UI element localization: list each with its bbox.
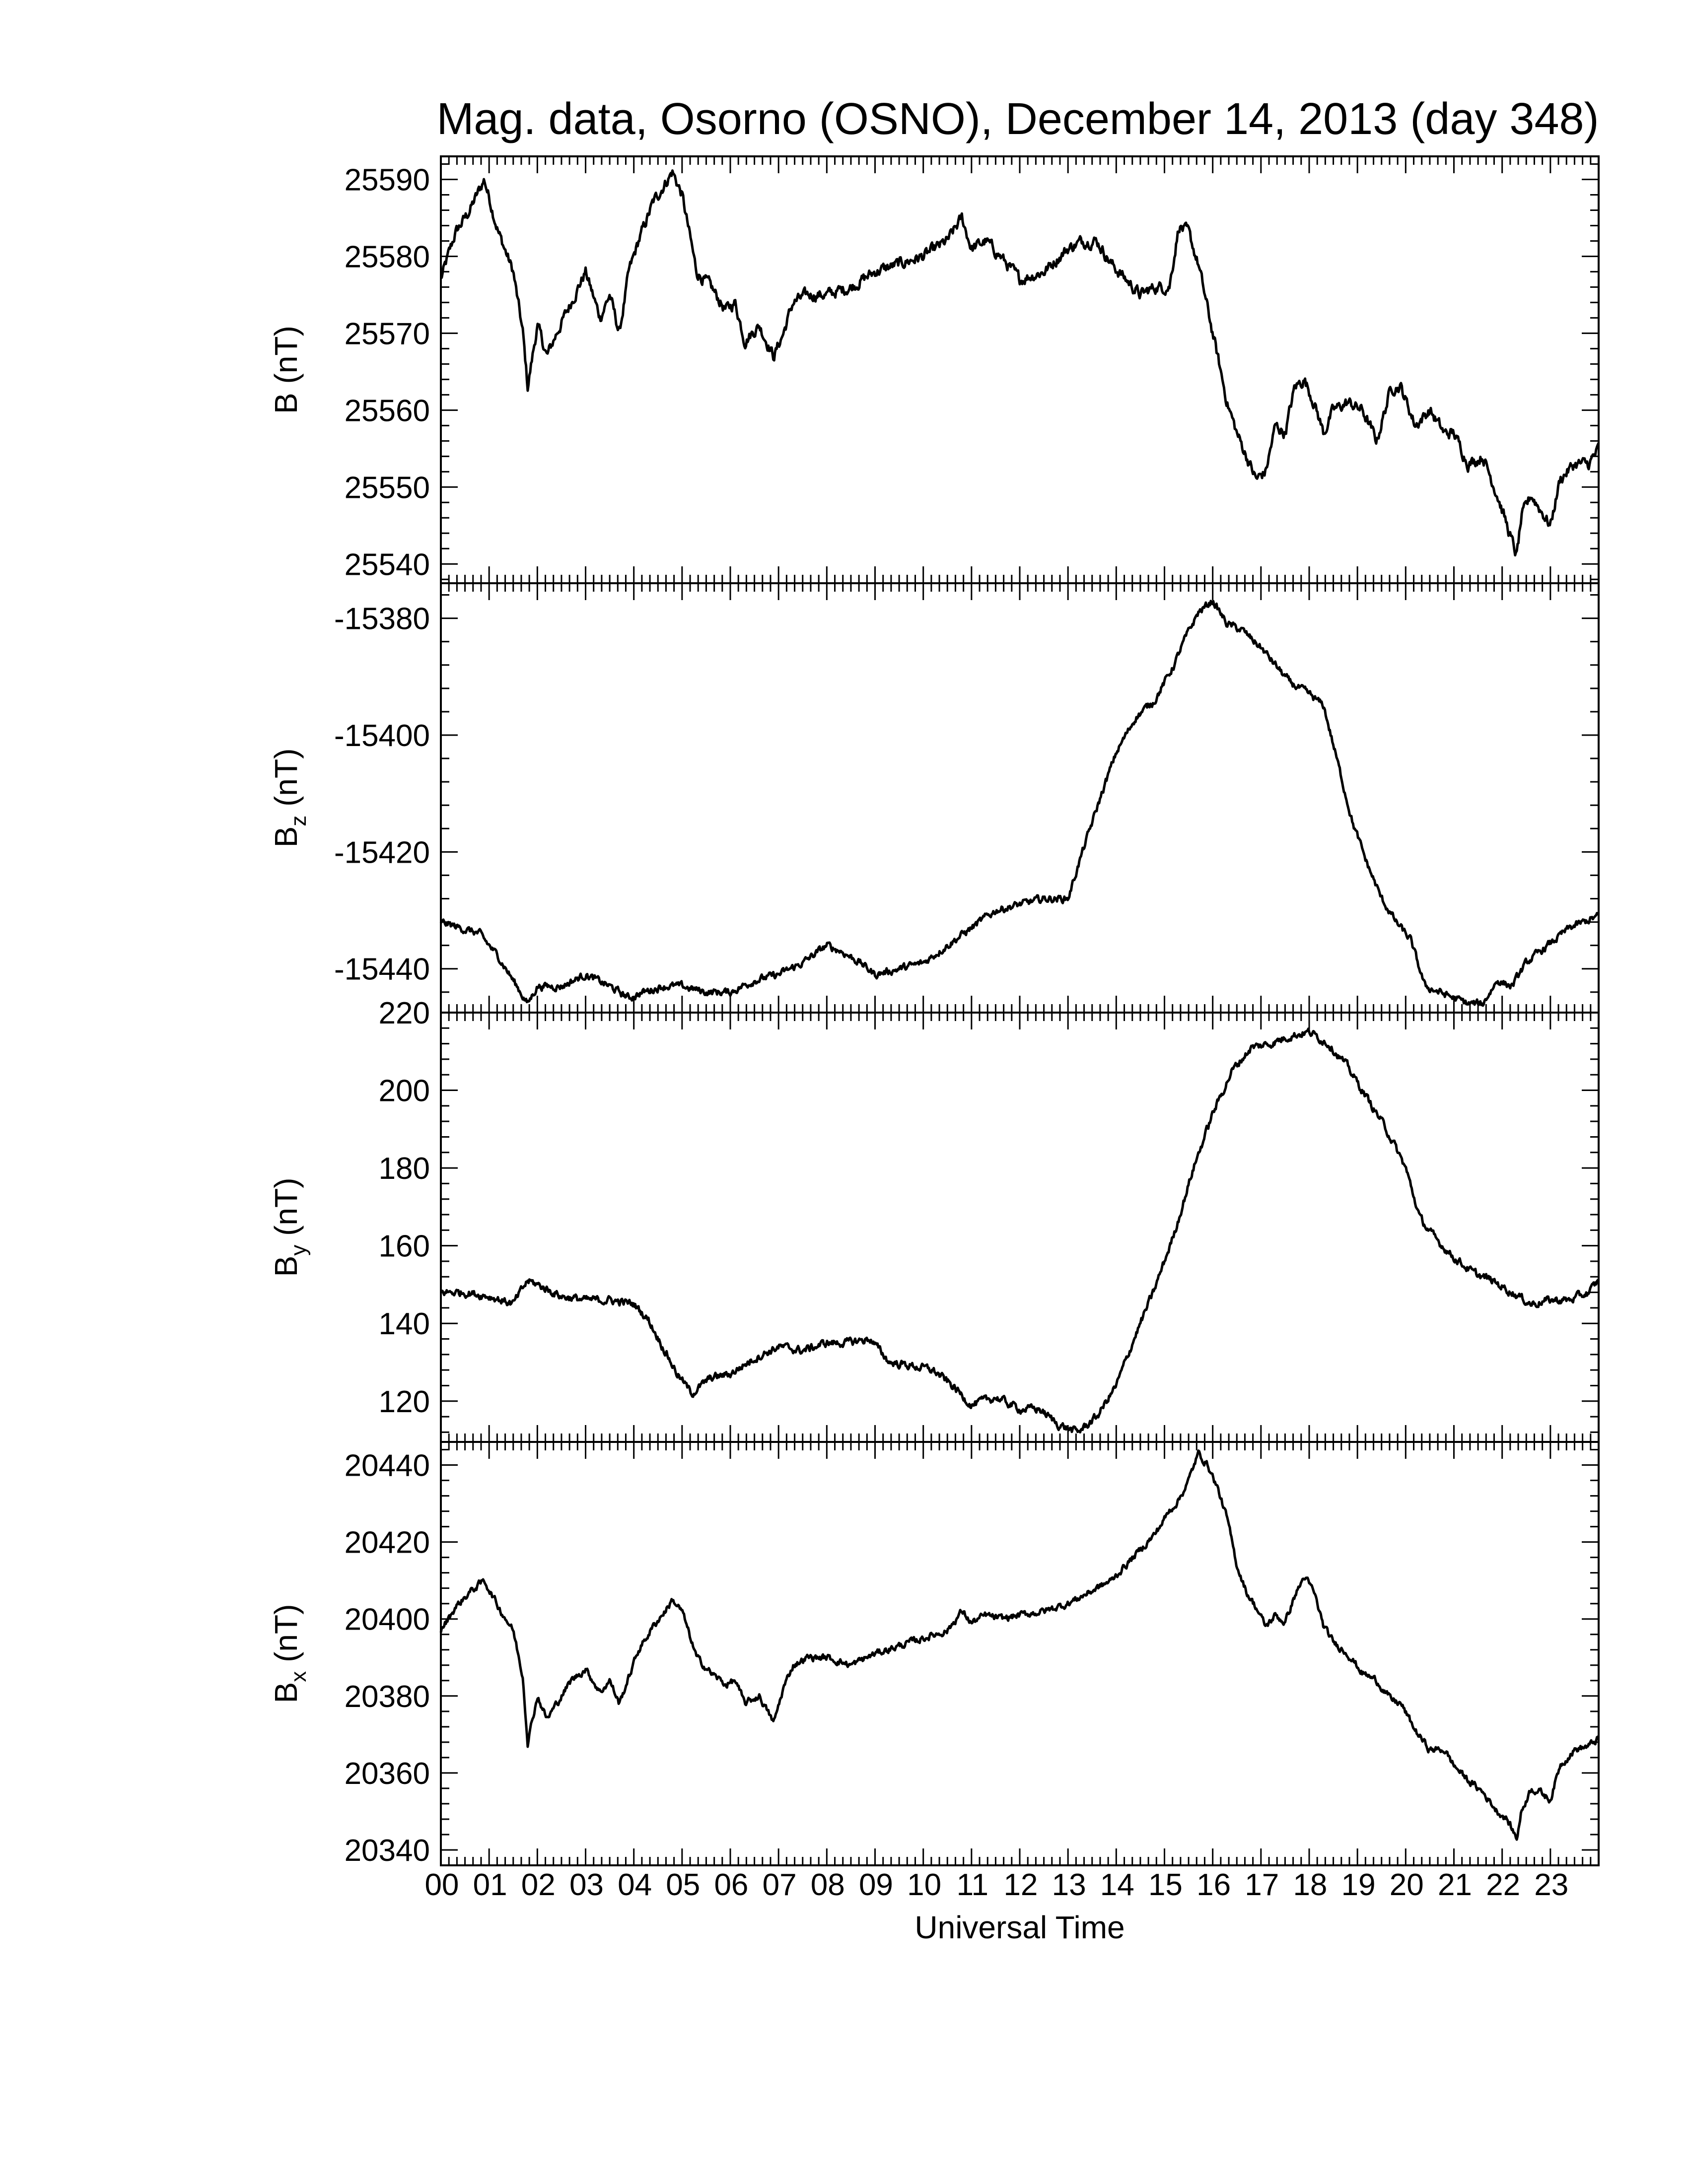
x-tick-label: 16	[1196, 1868, 1231, 1902]
y-tick-label: 25560	[345, 394, 430, 428]
y-tick-label: 25590	[345, 163, 430, 197]
y-tick-label: 180	[379, 1152, 430, 1186]
y-tick-label: 220	[379, 996, 430, 1030]
y-axis-label-main: B	[268, 1682, 304, 1704]
y-axis-label-sub: x	[286, 1671, 311, 1682]
x-tick-label: 12	[1003, 1868, 1038, 1902]
y-axis-label: Bx (nT)	[268, 1604, 311, 1704]
y-tick-label: 20400	[345, 1603, 430, 1637]
panel-3: 120 140 160 180 200 220 By (nT)	[268, 996, 1600, 1443]
x-tick-label: 03	[569, 1868, 604, 1902]
x-tick-label: 05	[666, 1868, 700, 1902]
panel-frame	[440, 155, 1600, 584]
x-tick-label: 06	[714, 1868, 748, 1902]
x-axis-label: Universal Time	[914, 1910, 1125, 1945]
y-tick-label: 20440	[345, 1449, 430, 1483]
y-tick-label: 200	[379, 1074, 430, 1108]
y-tick-label: 20380	[345, 1680, 430, 1714]
x-tick-label: 10	[907, 1868, 941, 1902]
x-tick-label: 11	[957, 1868, 988, 1902]
y-axis-label-sub: y	[286, 1245, 311, 1256]
x-tick-label: 04	[618, 1868, 652, 1902]
series-line-panel-3	[440, 1027, 1600, 1433]
y-axis-label-main: B	[268, 826, 304, 848]
panel-1: 25540 25550 25560 25570 25580 25590 B (nT)	[268, 155, 1600, 584]
y-tick-label: 140	[379, 1307, 430, 1341]
y-tick-label: 25570	[345, 317, 430, 351]
y-tick-label: 25550	[345, 471, 430, 505]
y-axis-label-unit: (nT)	[268, 1178, 304, 1245]
x-tick-label: 22	[1486, 1868, 1520, 1902]
x-tick-label: 14	[1100, 1868, 1134, 1902]
panel-2: -15440 -15420 -15400 -15380 Bz (nT)	[268, 582, 1600, 1014]
y-axis-label: By (nT)	[268, 1178, 311, 1277]
x-tick-label: 23	[1534, 1868, 1568, 1902]
x-tick-label: 07	[763, 1868, 797, 1902]
x-tick-label: 21	[1438, 1868, 1472, 1902]
panel-frame	[440, 582, 1600, 1014]
x-tick-labels: 00 01 02 03 04 05 06 07 08 09 10 11 12 13 14 15 16 17 18 19…	[424, 1868, 1568, 1902]
y-axis-label: Bz (nT)	[268, 749, 311, 848]
series-line-panel-2	[439, 600, 1600, 1007]
x-tick-label: 13	[1052, 1868, 1086, 1902]
series-line-panel-4	[439, 1449, 1600, 1841]
x-tick-label: 01	[473, 1868, 507, 1902]
x-tick-label: 08	[811, 1868, 845, 1902]
x-tick-label: 18	[1293, 1868, 1327, 1902]
y-tick-label: 20420	[345, 1526, 430, 1560]
y-axis-label-main: B	[268, 1256, 304, 1277]
y-axis-label-unit: (nT)	[268, 1604, 304, 1671]
panel-frame	[440, 1441, 1600, 1866]
series-line-panel-1	[440, 169, 1600, 557]
y-tick-label: -15420	[334, 835, 430, 870]
y-tick-label: 20360	[345, 1757, 430, 1791]
y-axis-label-unit: (nT)	[268, 326, 304, 393]
y-tick-label: 160	[379, 1229, 430, 1264]
x-tick-label: 00	[424, 1868, 459, 1902]
y-axis-label-sub: z	[286, 816, 311, 826]
x-tick-label: 20	[1390, 1868, 1424, 1902]
x-tick-label: 09	[859, 1868, 893, 1902]
chart-title: Mag. data, Osorno (OSNO), December 14, 2…	[436, 94, 1599, 144]
x-tick-label: 15	[1148, 1868, 1183, 1902]
y-axis-label-unit: (nT)	[268, 749, 304, 816]
y-axis-label: B (nT)	[268, 326, 304, 414]
y-tick-label: 120	[379, 1385, 430, 1419]
y-tick-label: 25540	[345, 547, 430, 582]
x-tick-label: 02	[521, 1868, 556, 1902]
x-tick-label: 17	[1245, 1868, 1279, 1902]
y-tick-label: 20340	[345, 1834, 430, 1868]
y-tick-label: -15400	[334, 719, 430, 753]
y-axis-label-main: B	[268, 393, 304, 414]
x-tick-label: 19	[1341, 1868, 1376, 1902]
y-tick-label: -15440	[334, 953, 430, 987]
y-tick-label: 25580	[345, 240, 430, 274]
y-tick-label: -15380	[334, 602, 430, 636]
panel-4: 20340 20360 20380 20400 20420 20440 Bx (nT)	[268, 1441, 1600, 1868]
